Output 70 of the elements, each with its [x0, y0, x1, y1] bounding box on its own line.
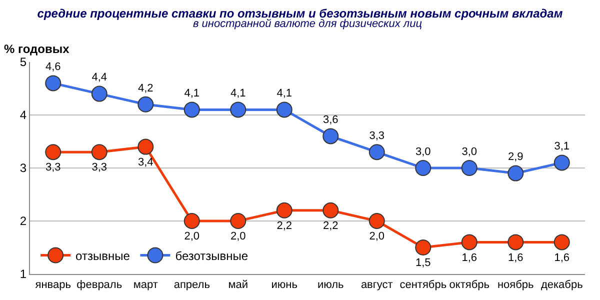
point — [322, 128, 339, 144]
point — [91, 144, 108, 160]
data-label: 2,0 — [369, 230, 385, 243]
x-tick-label: сентябрь — [400, 279, 447, 292]
point — [276, 102, 292, 118]
data-label: 3,4 — [138, 156, 154, 168]
x-tick-label: май — [228, 279, 248, 292]
point — [508, 234, 524, 250]
x-tick-label: март — [133, 279, 158, 292]
data-label: 3,0 — [415, 146, 431, 158]
chart-title: средние процентные ставки по отзывным и безотзывным новым срочным вкладам — [37, 6, 563, 20]
x-tick-label: июль — [317, 279, 344, 292]
x-tick-label: январь — [35, 279, 72, 292]
point — [138, 96, 154, 112]
x-tick-label: декабрь — [540, 279, 584, 292]
data-label: 2,0 — [230, 230, 246, 243]
data-label: 1,5 — [415, 257, 431, 270]
data-label: 3,3 — [45, 162, 61, 174]
data-label: 4,1 — [230, 88, 246, 100]
point — [45, 75, 62, 92]
data-label: 3,0 — [462, 146, 478, 158]
point — [322, 202, 339, 218]
point — [230, 213, 246, 229]
legend-label: безотзывные — [175, 248, 248, 263]
chart-subtitle: в иностранной валюте для физических лиц — [193, 18, 422, 30]
point — [138, 138, 154, 155]
data-label: 3,3 — [92, 162, 108, 174]
point — [415, 160, 432, 176]
y-tick-label: 2 — [20, 214, 27, 228]
x-tick-label: ноябрь — [497, 279, 534, 292]
point — [508, 165, 524, 182]
data-label: 2,9 — [508, 151, 524, 164]
data-label: 1,6 — [462, 252, 478, 264]
point — [45, 144, 62, 160]
data-label: 1,6 — [554, 252, 570, 264]
point — [461, 234, 478, 250]
point — [184, 102, 200, 118]
data-label: 2,0 — [184, 230, 200, 243]
data-label: 4,2 — [138, 82, 154, 94]
point — [184, 213, 200, 229]
data-label: 4,4 — [92, 72, 108, 84]
data-label: 2,2 — [322, 220, 338, 232]
data-label: 3,1 — [554, 140, 570, 153]
data-label: 3,3 — [369, 130, 385, 142]
point — [276, 202, 292, 218]
point — [554, 154, 570, 171]
data-label: 2,2 — [276, 220, 292, 232]
data-label: 4,1 — [276, 88, 292, 100]
x-tick-label: август — [360, 279, 393, 292]
legend-label: отзывные — [76, 248, 130, 263]
x-tick-label: февраль — [76, 279, 122, 292]
x-tick-label: октябрь — [449, 279, 490, 292]
data-label: 4,6 — [45, 61, 61, 74]
x-tick-label: апрель — [174, 279, 210, 292]
y-axis-title: % годовых — [4, 42, 70, 56]
x-tick-label: июнь — [271, 279, 298, 292]
point — [461, 160, 478, 176]
y-tick-label: 4 — [20, 108, 27, 122]
data-label: 4,1 — [184, 88, 200, 100]
y-tick-label: 1 — [20, 267, 27, 282]
point — [230, 102, 246, 118]
y-tick-label: 3 — [20, 161, 27, 176]
point — [415, 240, 432, 256]
point — [368, 144, 385, 160]
data-label: 3,6 — [322, 114, 338, 126]
point — [368, 213, 385, 229]
point — [554, 234, 570, 250]
point — [91, 86, 108, 102]
data-label: 1,6 — [508, 252, 524, 264]
y-tick-label: 5 — [20, 55, 27, 70]
